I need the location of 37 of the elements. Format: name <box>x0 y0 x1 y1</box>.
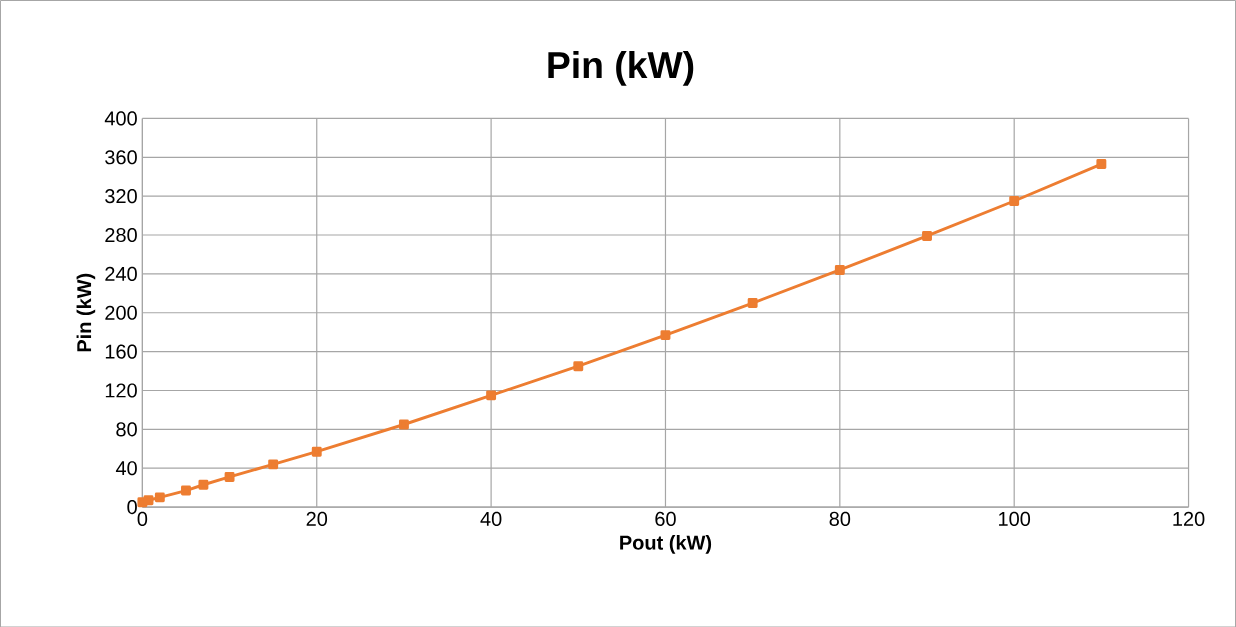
y-tick-label: 160 <box>105 344 137 359</box>
y-tick-label: 320 <box>105 188 137 203</box>
x-tick-label: 40 <box>480 511 502 526</box>
chart-title: Pin (kW) <box>548 50 694 86</box>
y-tick-label: 200 <box>105 305 137 320</box>
x-tick-label: 20 <box>306 511 328 526</box>
y-tick-label: 80 <box>116 422 137 437</box>
y-tick-label: 400 <box>104 111 137 126</box>
y-tick-label: 280 <box>105 227 137 242</box>
y-tick-label: 40 <box>115 460 137 476</box>
point <box>834 264 845 275</box>
y-tick-label: 240 <box>105 266 137 281</box>
x-tick-label: 100 <box>999 511 1031 526</box>
point <box>486 390 497 401</box>
x-tick-label: 0 <box>137 511 148 526</box>
point <box>181 485 191 496</box>
point <box>154 492 165 503</box>
x-tick-label: 120 <box>1173 511 1205 526</box>
y-tick-label: 120 <box>105 383 137 398</box>
point <box>143 495 154 506</box>
point <box>398 419 409 430</box>
y-tick-label: 0 <box>127 499 137 514</box>
point <box>224 471 235 482</box>
point <box>573 361 584 371</box>
point <box>1009 195 1020 206</box>
point <box>1096 158 1107 169</box>
point <box>922 230 932 241</box>
point <box>660 329 671 340</box>
y-axis-title: Pin (kW) <box>76 273 96 352</box>
x-tick-label: 60 <box>655 511 676 526</box>
y-tick-label: 360 <box>105 149 137 165</box>
point <box>747 297 758 308</box>
point <box>268 459 279 470</box>
x-tick-label: 80 <box>829 511 851 526</box>
point <box>198 479 209 490</box>
point <box>311 446 322 457</box>
x-axis-title: Pout (kW) <box>620 534 712 554</box>
